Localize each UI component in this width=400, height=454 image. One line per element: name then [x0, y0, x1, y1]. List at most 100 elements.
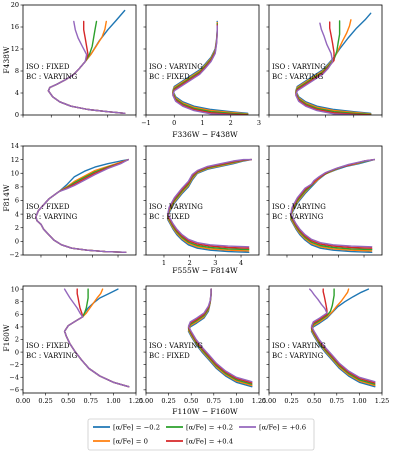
- legend-label: [α/Fe] = +0.4: [186, 438, 233, 446]
- x-tick-label: 3: [213, 259, 217, 267]
- series-line: [295, 19, 372, 115]
- panel-annotation-iso: ISO : VARYING: [272, 342, 326, 350]
- panel-frame: [145, 285, 260, 394]
- panel-frame: [145, 145, 260, 256]
- y-tick-label: 20: [11, 1, 19, 9]
- legend-entry: [α/Fe] = −0.2: [93, 424, 160, 432]
- series-line: [187, 288, 253, 388]
- x-tick-label: 0.50: [61, 397, 75, 405]
- y-tick-label: 2: [15, 224, 19, 232]
- series-line: [172, 25, 249, 115]
- panel-frame: [22, 4, 137, 116]
- y-tick-label: 16: [11, 23, 19, 31]
- panel: −2 0 2 4 6 8 10 12 14 ISO : FIXED BC : VARYING: [9, 142, 137, 259]
- row-ylabel-2: F160W: [2, 324, 11, 352]
- panel-frame: [268, 4, 383, 116]
- panel-annotation-bc: BC : VARYING: [272, 73, 324, 81]
- y-tick-label: 10: [11, 285, 19, 293]
- series-line: [290, 158, 375, 248]
- y-tick-label: 4: [15, 323, 19, 331]
- y-tick-label: 6: [15, 311, 19, 319]
- series-line: [295, 12, 372, 114]
- panel-annotation-bc: BC : VARYING: [26, 73, 78, 81]
- series-group: [35, 158, 129, 253]
- legend: [α/Fe] = −0.2 [α/Fe] = +0.2 [α/Fe] = +0.…: [87, 418, 315, 451]
- legend-label: [α/Fe] = +0.2: [186, 424, 233, 432]
- panel-annotation-bc: BC : VARYING: [272, 352, 324, 360]
- series-group: [309, 288, 376, 388]
- series-group: [63, 288, 130, 388]
- y-tick-label: 0: [15, 238, 19, 246]
- series-group: [290, 158, 375, 253]
- y-tick-label: −4: [9, 373, 19, 381]
- y-tick-label: 10: [11, 169, 19, 177]
- panel: ISO : VARYING BC : VARYING: [266, 145, 383, 258]
- row-xlabels: F336W − F438W F555W − F814W F110W − F160…: [172, 130, 238, 416]
- panel: 0.00 0.25 0.50 0.75 1.00 1.25 ISO : VARYING BC …: [139, 285, 266, 405]
- row-ylabel-1: F814W: [2, 184, 11, 212]
- y-tick-label: 0: [15, 348, 19, 356]
- panel: 0 4 8 12 16 20 ISO : FIXED BC : VARYING: [11, 1, 137, 119]
- panel-annotation-iso: ISO : VARYING: [149, 203, 203, 211]
- x-tick-label: −1: [141, 119, 151, 127]
- legend-entry: [α/Fe] = 0: [93, 438, 148, 446]
- panel-annotation-iso: ISO : FIXED: [26, 342, 70, 350]
- x-tick-label: 0.00: [139, 397, 153, 405]
- panel: ISO : VARYING BC : VARYING: [266, 4, 383, 118]
- y-tick-label: 0: [15, 111, 19, 119]
- panel-annotation-bc: BC : FIXED: [149, 73, 190, 81]
- x-tick-label: 0.50: [184, 397, 198, 405]
- x-tick-label: 0.75: [84, 397, 98, 405]
- panel-annotation-bc: BC : VARYING: [26, 352, 78, 360]
- x-tick-label: 1.25: [375, 397, 389, 405]
- panel: −6 −4 −2 0 2 4 6 8 10 0.00 0.25 0.50 0.75 1.00 1.25 ISO…: [9, 285, 143, 405]
- panel-annotation-iso: ISO : FIXED: [26, 203, 70, 211]
- legend-label: [α/Fe] = −0.2: [113, 424, 160, 432]
- row-xlabel-0: F336W − F438W: [172, 130, 238, 139]
- panel: −1 0 1 2 3 ISO : VARYING BC : FIXED: [141, 4, 261, 127]
- panel-annotation-bc: BC : FIXED: [149, 352, 190, 360]
- series-line: [187, 288, 253, 387]
- series-line: [63, 288, 130, 388]
- x-tick-label: 0.75: [330, 397, 344, 405]
- y-tick-label: 4: [15, 89, 19, 97]
- legend-entry: [α/Fe] = +0.6: [239, 424, 306, 432]
- series-line: [35, 158, 129, 253]
- y-tick-label: −2: [9, 251, 19, 259]
- series-line: [167, 158, 252, 248]
- x-tick-label: 1.00: [229, 397, 243, 405]
- series-group: [187, 288, 253, 388]
- x-tick-label: 2: [188, 259, 192, 267]
- panel: 1 2 3 4 ISO : VARYING BC : FIXED: [143, 145, 260, 267]
- y-tick-label: 8: [15, 298, 19, 306]
- x-tick-label: 0.75: [207, 397, 221, 405]
- legend-box: [87, 418, 315, 451]
- y-tick-label: 4: [15, 210, 19, 218]
- panel-annotation-bc: BC : VARYING: [272, 213, 324, 221]
- legend-label: [α/Fe] = +0.6: [259, 424, 306, 432]
- y-tick-label: −6: [9, 386, 19, 394]
- legend-label: [α/Fe] = 0: [113, 438, 148, 446]
- panel-annotation-iso: ISO : VARYING: [149, 63, 203, 71]
- y-tick-label: 8: [15, 67, 19, 75]
- x-tick-label: 0.25: [284, 397, 298, 405]
- legend-entry: [α/Fe] = +0.2: [166, 424, 233, 432]
- x-tick-label: 1.00: [106, 397, 120, 405]
- series-line: [295, 21, 372, 115]
- x-tick-label: 0.00: [262, 397, 276, 405]
- x-tick-label: 1.25: [252, 397, 266, 405]
- panel-annotation-iso: ISO : FIXED: [26, 63, 70, 71]
- y-tick-label: 8: [15, 183, 19, 191]
- y-tick-label: 2: [15, 336, 19, 344]
- x-tick-label: 2: [229, 119, 233, 127]
- panel-annotation-bc: BC : FIXED: [149, 213, 190, 221]
- panel-annotation-bc: BC : VARYING: [26, 213, 78, 221]
- x-tick-label: 4: [239, 259, 243, 267]
- x-tick-label: 0: [172, 119, 176, 127]
- panel: 0.00 0.25 0.50 0.75 1.00 1.25 ISO : VARYING BC …: [262, 285, 389, 405]
- row-ylabel-0: F438W: [2, 46, 11, 74]
- y-tick-label: −2: [9, 361, 19, 369]
- x-tick-label: 0.25: [161, 397, 175, 405]
- row-ylabels: F438W F814W F160W: [2, 46, 11, 352]
- y-tick-label: 14: [11, 142, 19, 150]
